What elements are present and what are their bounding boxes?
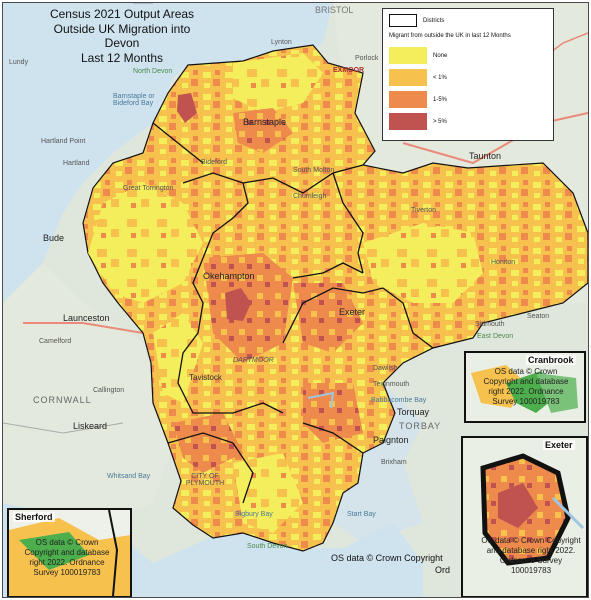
inset-exeter-title: Exeter	[543, 440, 575, 450]
inset-cranbrook-title: Cranbrook	[526, 355, 576, 365]
label-lundy: Lundy	[9, 59, 29, 66]
label-whitsand-bay: Whitsand Bay	[107, 473, 151, 480]
label-launceston: Launceston	[63, 313, 110, 323]
label-torquay: Torquay	[397, 407, 430, 417]
label-babbacombe-bay: Babbacombe Bay	[371, 397, 427, 404]
label-north-devon: North Devon	[133, 68, 173, 75]
inset-sherford-map	[9, 510, 130, 596]
legend-item-lt1: < 1%	[389, 69, 447, 86]
districts-swatch	[389, 14, 417, 27]
label-south-devon: South Devon	[247, 543, 288, 550]
map-title: Census 2021 Output Areas Outside UK Migr…	[37, 7, 207, 65]
legend-districts-label: Districts	[423, 17, 445, 24]
label-sidmouth: Sidmouth	[475, 321, 505, 328]
label-bideford: Bideford	[201, 159, 228, 166]
label-hartland-point: Hartland Point	[41, 138, 86, 145]
inset-exeter-map	[463, 438, 586, 596]
label-city-of-plymouth: CITY OF PLYMOUTH	[185, 473, 225, 487]
inset-sherford-title: Sherford	[13, 512, 55, 522]
label-bude: Bude	[43, 233, 65, 243]
inset-cranbrook-map	[471, 365, 578, 413]
inset-cranbrook-copyright: OS data © Crown Copyright and database r…	[483, 367, 569, 406]
label-paignton: Paignton	[373, 435, 409, 445]
label-liskeard: Liskeard	[73, 421, 108, 431]
legend: Districts Migrant from outside the UK in…	[382, 8, 554, 141]
main-copyright: OS data © Crown Copyright	[331, 553, 443, 563]
label-dartmoor: DARTMOOR	[233, 357, 274, 364]
label-callington: Callington	[93, 387, 125, 394]
label-bristol: BRISTOL	[315, 5, 354, 15]
legend-item-gt5: > 5%	[389, 113, 447, 130]
label-exmoor: EXMOOR	[333, 67, 365, 74]
legend-item-label: None	[433, 52, 448, 59]
label-exeter: Exeter	[339, 307, 366, 317]
inset-sherford: Sherford OS data © Crown Copyright and d…	[7, 508, 132, 597]
label-teignmouth: Teignmouth	[373, 381, 410, 388]
label-bigbury-bay: Bigbury Bay	[235, 511, 273, 518]
devon-map	[3, 3, 588, 597]
legend-item-1-5: 1-5%	[389, 91, 447, 108]
inset-exeter-copyright: OS data © Crown Copyright and database r…	[481, 536, 581, 575]
legend-swatch	[389, 69, 427, 86]
title-line-2: Outside UK Migration into Devon	[53, 21, 191, 51]
label-start-bay: Start Bay	[347, 511, 376, 518]
title-line-3: Last 12 Months	[80, 50, 164, 65]
main-copyright-2: Ord	[435, 565, 451, 575]
label-tavistock: Tavistock	[189, 373, 222, 382]
label-torbay: TORBAY	[399, 421, 442, 431]
label-porlock: Porlock	[355, 55, 379, 62]
legend-item-label: > 5%	[433, 118, 447, 125]
label-lynton: Lynton	[271, 39, 292, 46]
inset-exeter: Exeter OS data © Crown Copyright and dat…	[461, 436, 588, 597]
legend-item-label: < 1%	[433, 74, 447, 81]
legend-item-none: None	[389, 47, 447, 64]
title-line-1: Census 2021 Output Areas	[49, 7, 195, 21]
legend-swatch	[389, 113, 427, 130]
label-chumleigh: Chumleigh	[293, 193, 327, 200]
label-tiverton: Tiverton	[411, 207, 437, 214]
legend-swatch	[389, 47, 427, 64]
label-hartland: Hartland	[63, 160, 90, 167]
label-south-molton: South Molton	[293, 167, 335, 174]
legend-heading: Migrant from outside the UK in last 12 M…	[389, 33, 511, 39]
legend-item-label: 1-5%	[433, 96, 448, 103]
label-great-torrington: Great Torrington	[123, 185, 174, 192]
label-barnstaple-bay: Barnstaple or Bideford Bay	[113, 93, 155, 107]
inset-cranbrook: Cranbrook OS data © Crown Copyright and …	[464, 351, 586, 423]
label-honiton: Honiton	[491, 259, 516, 266]
label-east-devon: East Devon	[477, 333, 514, 340]
legend-swatch	[389, 91, 427, 108]
label-seaton: Seaton	[527, 313, 550, 320]
label-taunton: Taunton	[469, 151, 502, 161]
label-cornwall: CORNWALL	[33, 395, 92, 405]
label-dawlish: Dawlish	[373, 365, 398, 372]
label-barnstaple: Barnstaple	[243, 117, 287, 127]
inset-sherford-copyright: OS data © Crown Copyright and database r…	[24, 538, 110, 577]
label-okehampton: Okehampton	[203, 271, 255, 281]
legend-districts-row: Districts	[389, 14, 444, 27]
label-brixham: Brixham	[381, 459, 407, 466]
label-camelford: Camelford	[39, 338, 72, 345]
